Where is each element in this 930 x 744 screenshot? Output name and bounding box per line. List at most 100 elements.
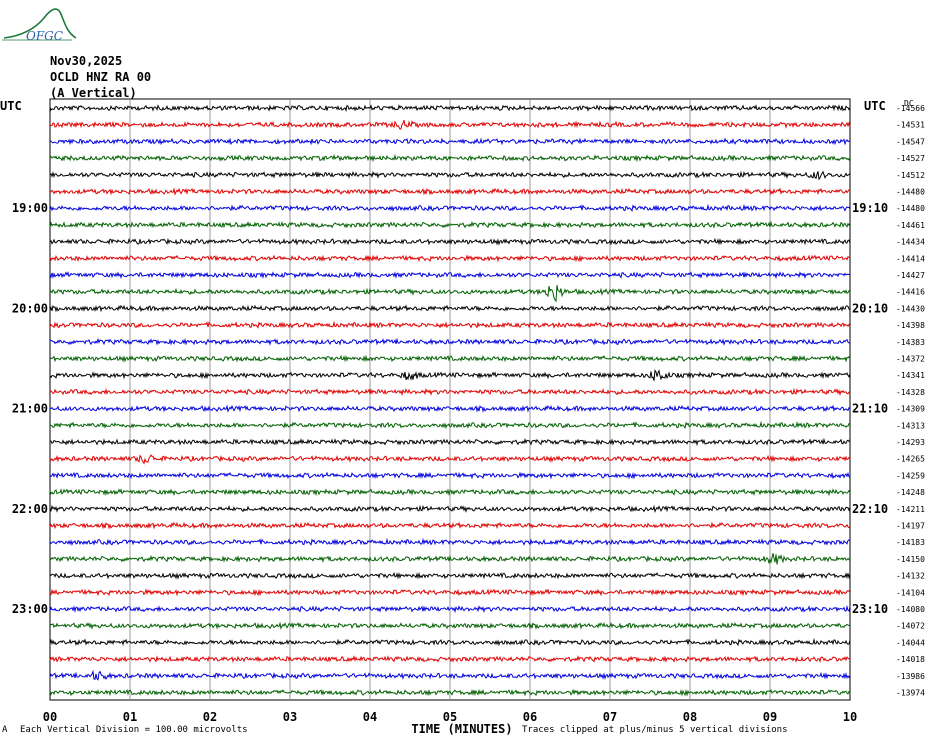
seismic-trace (49, 669, 851, 681)
dc-offset-label: -14132 (896, 572, 925, 581)
dc-offset-label: -14265 (896, 455, 925, 464)
dc-offset-label: -14104 (896, 588, 925, 597)
seismic-trace (49, 137, 851, 146)
seismic-trace (49, 354, 851, 363)
dc-offset-label: -14313 (896, 421, 925, 430)
dc-offset-label: -13974 (896, 689, 925, 698)
dc-offset-label: -14527 (896, 154, 925, 163)
seismic-trace (49, 220, 851, 229)
x-tick-label: 08 (683, 710, 697, 724)
seismic-trace (49, 454, 851, 465)
dc-offset-label: -14372 (896, 355, 925, 364)
dc-offset-label: -14512 (896, 171, 925, 180)
x-tick-label: 09 (763, 710, 777, 724)
left-hour-label: 22:00 (12, 502, 48, 516)
x-axis-label: TIME (MINUTES) (411, 722, 512, 736)
seismic-trace (49, 588, 851, 597)
right-hour-label: 20:10 (852, 301, 888, 315)
seismic-trace (49, 254, 851, 263)
seismic-trace (49, 285, 851, 303)
seismic-trace (49, 337, 850, 346)
dc-offset-label: -14383 (896, 338, 925, 347)
dc-offset-label: -14416 (896, 288, 925, 297)
left-hour-label: 20:00 (12, 301, 48, 315)
dc-offset-label: -14547 (896, 137, 925, 146)
right-hour-label: 22:10 (852, 502, 888, 516)
seismic-trace (49, 387, 851, 397)
dc-offset-label: -14434 (896, 238, 925, 247)
header-station: OCLD HNZ RA 00 (50, 70, 152, 84)
left-hour-label: 19:00 (12, 201, 48, 215)
logo-swoosh (3, 8, 77, 39)
footer-scale-prefix: A (2, 725, 8, 735)
ofgc-logo: OFGC (2, 8, 77, 43)
dc-offset-label: -14150 (896, 555, 925, 564)
seismic-trace (49, 488, 851, 497)
seismic-trace (49, 320, 851, 329)
logo-text: OFGC (26, 29, 63, 43)
left-utc-label: UTC (0, 99, 22, 113)
dc-offset-label: -14480 (896, 204, 925, 213)
dc-offset-label: -14461 (896, 221, 925, 230)
seismic-trace (49, 553, 851, 565)
seismic-trace (49, 271, 851, 280)
dc-offset-label: -14197 (896, 522, 925, 531)
seismic-trace (49, 304, 851, 313)
seismic-trace (49, 637, 851, 647)
header-component: (A Vertical) (50, 86, 137, 100)
dc-offset-label: -14427 (896, 271, 925, 280)
seismic-trace (49, 688, 851, 697)
x-tick-label: 02 (203, 710, 217, 724)
x-tick-label: 00 (43, 710, 57, 724)
seismic-trace (49, 119, 851, 130)
x-tick-label: 07 (603, 710, 617, 724)
dc-offset-label: -14480 (896, 188, 925, 197)
dc-offset-label: -14259 (896, 471, 925, 480)
seismic-trace (49, 537, 851, 546)
seismic-trace (49, 187, 850, 196)
x-tick-label: 01 (123, 710, 137, 724)
dc-offset-label: -14183 (896, 538, 925, 547)
dc-offset-label: -14414 (896, 254, 925, 263)
dc-offset-label: -14018 (896, 655, 925, 664)
seismic-trace (49, 170, 851, 181)
dc-offset-label: -14248 (896, 488, 925, 497)
dc-offset-label: -14398 (896, 321, 925, 330)
dc-offset-label: -14072 (896, 622, 925, 631)
seismic-trace (49, 369, 851, 381)
dc-offset-label: -14293 (896, 438, 925, 447)
footer-clip-note: Traces clipped at plus/minus 5 vertical … (522, 725, 788, 735)
dc-offset-label: -14341 (896, 371, 925, 380)
right-hour-label: 23:10 (852, 602, 888, 616)
x-tick-label: 04 (363, 710, 377, 724)
seismic-trace (49, 604, 851, 614)
seismic-trace (49, 655, 851, 664)
dc-offset-label: -14430 (896, 304, 925, 313)
x-tick-label: 10 (843, 710, 857, 724)
dc-offset-label: -13986 (896, 672, 925, 681)
x-tick-label: 05 (443, 710, 457, 724)
dc-offset-label: -14044 (896, 638, 925, 647)
seismic-trace (49, 420, 851, 430)
right-utc-label: UTC (864, 99, 886, 113)
seismic-trace (49, 437, 851, 447)
x-tick-label: 03 (283, 710, 297, 724)
dc-offset-label: -14531 (896, 121, 925, 130)
seismic-trace (49, 237, 851, 246)
dc-offset-label: -14328 (896, 388, 925, 397)
seismic-trace (49, 203, 851, 212)
seismic-trace (49, 504, 851, 514)
seismic-trace (49, 404, 851, 413)
seismic-trace (49, 104, 851, 113)
seismic-trace (49, 521, 851, 530)
right-hour-label: 19:10 (852, 201, 888, 215)
dc-offset-label: -14566 (896, 104, 925, 113)
right-hour-label: 21:10 (852, 402, 888, 416)
dc-offset-label: -14080 (896, 605, 925, 614)
left-hour-label: 23:00 (12, 602, 48, 616)
seismic-trace (49, 471, 851, 480)
dc-offset-label: -14211 (896, 505, 925, 514)
left-hour-label: 21:00 (12, 402, 48, 416)
header-date: Nov30,2025 (50, 54, 123, 68)
